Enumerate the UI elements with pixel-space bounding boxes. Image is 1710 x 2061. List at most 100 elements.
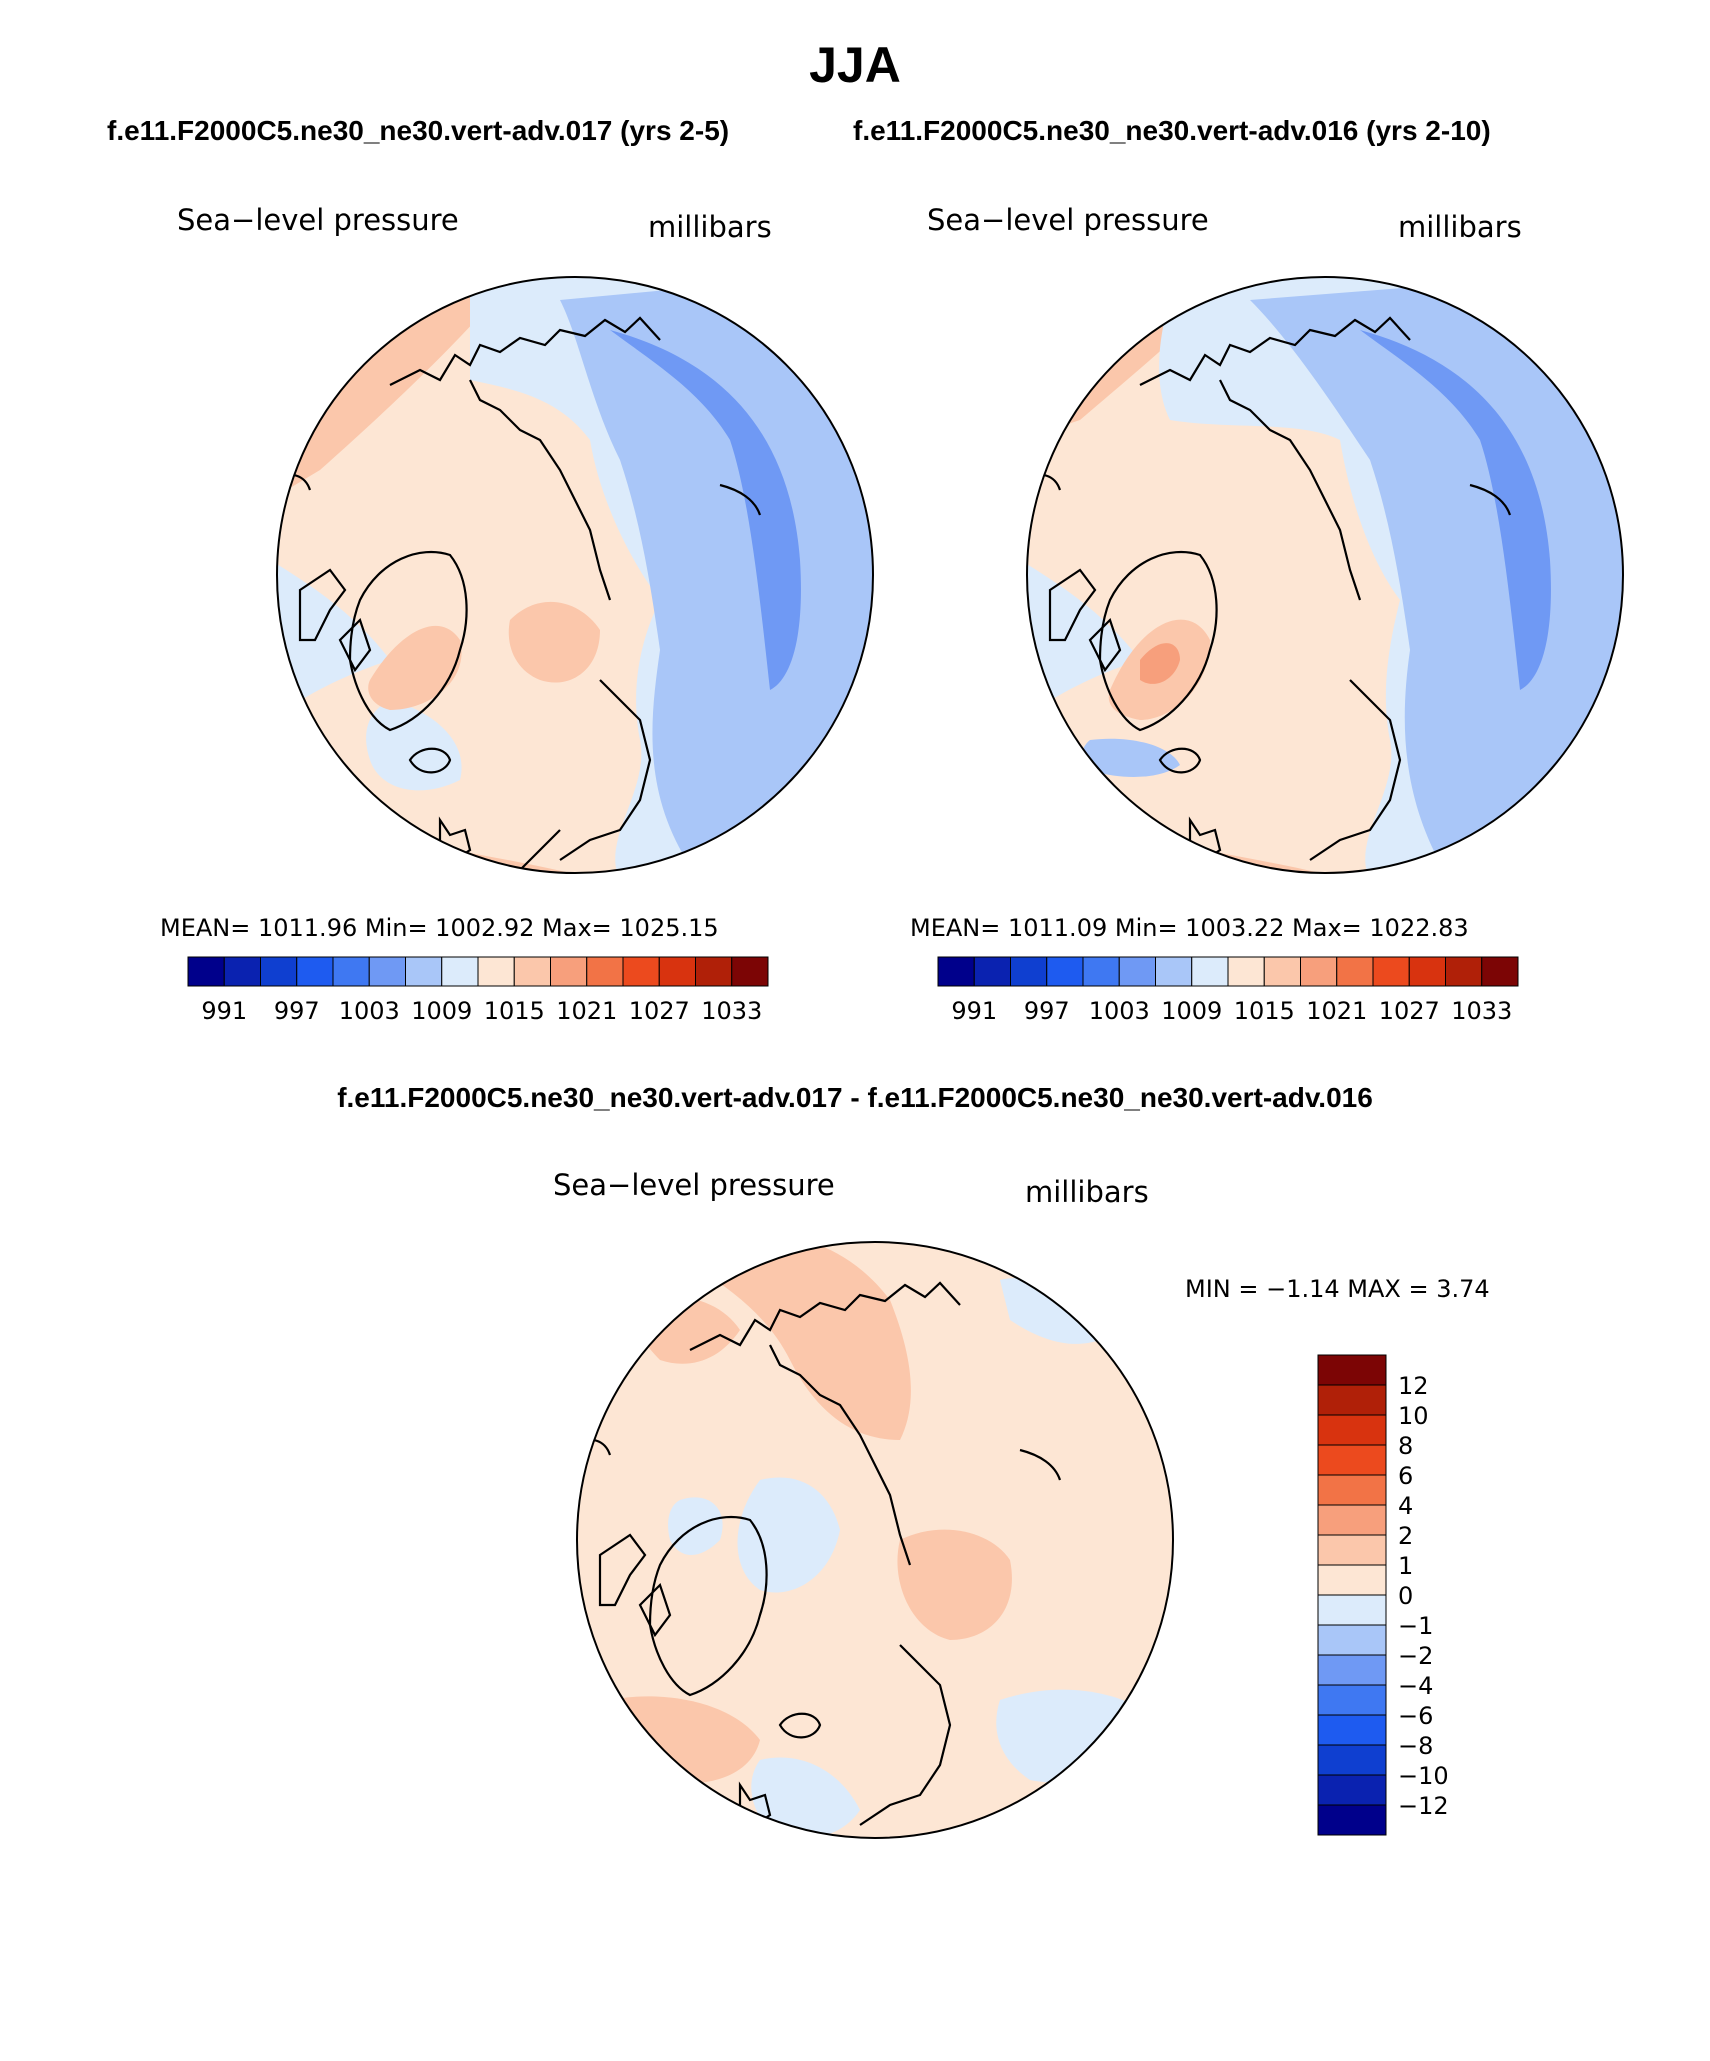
panel1-colorbar-swatch: [187, 956, 225, 987]
panel1-colorbar-swatch: [441, 956, 479, 987]
panel3-colorbar-tick-label: 8: [1398, 1432, 1413, 1460]
case2-title: f.e11.F2000C5.ne30_ne30.vert-adv.016 (yr…: [853, 115, 1491, 146]
panel1-units: millibars: [648, 210, 772, 244]
panel1-colorbar-tick-label: 1033: [701, 997, 762, 1025]
panel-case1: Sea−level pressure millibars: [160, 203, 874, 1025]
panel3-colorbar-tick-label: −10: [1398, 1762, 1449, 1790]
panel-difference: Sea−level pressure millibars MIN = −1.14…: [553, 1168, 1490, 1839]
panel3-colorbar-swatch: [1317, 1564, 1387, 1596]
panel2-colorbar-swatch: [1191, 956, 1229, 987]
panel1-map-boundary: [276, 276, 874, 874]
panel3-colorbar-tick-label: −8: [1398, 1732, 1433, 1760]
panel3-colorbar-swatch: [1317, 1684, 1387, 1716]
panel2-map: [1027, 277, 1623, 873]
season-title: JJA: [809, 37, 901, 93]
panel1-colorbar-swatch: [260, 956, 298, 987]
panel1-colorbar-tick-label: 1015: [484, 997, 545, 1025]
panel2-colorbar: 991 997 1003 1009 1015 1021 1027 1033: [937, 956, 1519, 1025]
panel-case2: Sea−level pressure millibars: [910, 203, 1624, 1025]
panel3-colorbar-swatch: [1317, 1354, 1387, 1386]
panel2-colorbar-swatch: [1155, 956, 1193, 987]
panel3-colorbar-tick-label: 10: [1398, 1402, 1429, 1430]
panel1-colorbar-swatch: [622, 956, 660, 987]
panel2-colorbar-tick-label: 1015: [1234, 997, 1295, 1025]
panel2-variable: Sea−level pressure: [927, 203, 1209, 237]
panel2-colorbar-swatch: [1372, 956, 1410, 987]
panel3-colorbar-tick-label: 6: [1398, 1462, 1413, 1490]
panel1-colorbar-tick-label: 1021: [556, 997, 617, 1025]
panel3-map: [577, 1242, 1173, 1838]
panel2-colorbar-swatch: [937, 956, 975, 987]
panel2-colorbar-tick-label: 1003: [1089, 997, 1150, 1025]
panel3-colorbar-swatch: [1317, 1714, 1387, 1746]
panel3-colorbar-swatch: [1317, 1654, 1387, 1686]
panel2-colorbar-tick-label: 991: [951, 997, 997, 1025]
case1-title: f.e11.F2000C5.ne30_ne30.vert-adv.017 (yr…: [107, 115, 729, 146]
panel3-colorbar-tick-label: 2: [1398, 1522, 1413, 1550]
panel2-colorbar-swatch: [1300, 956, 1338, 987]
panel2-colorbar-swatch: [1336, 956, 1374, 987]
panel2-colorbar-swatch: [1408, 956, 1446, 987]
panel1-colorbar-tick-label: 1027: [629, 997, 690, 1025]
panel3-variable: Sea−level pressure: [553, 1168, 835, 1202]
panel1-variable: Sea−level pressure: [177, 203, 459, 237]
panel2-stats: MEAN= 1011.09 Min= 1003.22 Max= 1022.83: [910, 914, 1469, 942]
panel1-colorbar-tick-label: 997: [274, 997, 320, 1025]
panel2-colorbar-swatch: [973, 956, 1011, 987]
panel1-colorbar: 991 997 1003 1009 1015 1021 1027 1033: [187, 956, 769, 1025]
diff-title: f.e11.F2000C5.ne30_ne30.vert-adv.017 - f…: [337, 1082, 1373, 1113]
panel1-colorbar-swatch: [477, 956, 515, 987]
panel3-colorbar-tick-label: −2: [1398, 1642, 1433, 1670]
panel3-colorbar-tick-label: −12: [1398, 1792, 1449, 1820]
panel2-map-boundary: [1026, 276, 1624, 874]
panel3-colorbar-swatch: [1317, 1414, 1387, 1446]
panel3-colorbar-swatch: [1317, 1804, 1387, 1836]
panel2-colorbar-swatch: [1046, 956, 1084, 987]
panel2-colorbar-swatch: [1481, 956, 1519, 987]
panel3-colorbar-swatch: [1317, 1504, 1387, 1536]
panel2-colorbar-swatch: [1445, 956, 1483, 987]
panel3-colorbar-tick-label: −4: [1398, 1672, 1433, 1700]
panel1-map: [277, 277, 873, 873]
panel1-colorbar-swatch: [586, 956, 624, 987]
panel1-colorbar-swatch: [695, 956, 733, 987]
panel2-colorbar-swatch: [1227, 956, 1265, 987]
panel2-colorbar-tick-label: 1033: [1451, 997, 1512, 1025]
panel3-colorbar-swatch: [1317, 1384, 1387, 1416]
panel2-colorbar-tick-label: 1021: [1306, 997, 1367, 1025]
panel1-colorbar-swatch: [658, 956, 696, 987]
panel3-colorbar-tick-label: 4: [1398, 1492, 1413, 1520]
panel3-colorbar-swatch: [1317, 1444, 1387, 1476]
panel1-colorbar-swatch: [513, 956, 551, 987]
panel1-colorbar-tick-label: 1003: [339, 997, 400, 1025]
panel1-colorbar-swatch: [296, 956, 334, 987]
panel3-colorbar-swatch: [1317, 1624, 1387, 1656]
panel2-colorbar-tick-label: 1027: [1379, 997, 1440, 1025]
panel2-units: millibars: [1398, 210, 1522, 244]
panel1-colorbar-swatch: [368, 956, 406, 987]
panel2-colorbar-tick-label: 1009: [1161, 997, 1222, 1025]
panel3-colorbar-tick-label: 0: [1398, 1582, 1413, 1610]
panel3-colorbar-swatch: [1317, 1744, 1387, 1776]
panel2-colorbar-swatch: [1118, 956, 1156, 987]
panel3-colorbar-tick-label: 1: [1398, 1552, 1413, 1580]
panel1-colorbar-swatch: [550, 956, 588, 987]
panel3-colorbar-swatch: [1317, 1534, 1387, 1566]
panel3-colorbar-swatch: [1317, 1474, 1387, 1506]
panel3-colorbar-swatch: [1317, 1594, 1387, 1626]
panel2-colorbar-swatch: [1082, 956, 1120, 987]
panel1-colorbar-tick-label: 991: [201, 997, 247, 1025]
panel3-units: millibars: [1025, 1175, 1149, 1209]
panel1-colorbar-swatch: [223, 956, 261, 987]
panel3-colorbar-tick-label: 12: [1398, 1372, 1429, 1400]
panel3-map-boundary: [576, 1241, 1174, 1839]
panel2-colorbar-swatch: [1263, 956, 1301, 987]
panel1-colorbar-tick-label: 1009: [411, 997, 472, 1025]
panel1-colorbar-swatch: [405, 956, 443, 987]
panel1-colorbar-swatch: [731, 956, 769, 987]
panel1-stats: MEAN= 1011.96 Min= 1002.92 Max= 1025.15: [160, 914, 719, 942]
panel3-colorbar-tick-label: −1: [1398, 1612, 1433, 1640]
panel1-colorbar-swatch: [332, 956, 370, 987]
